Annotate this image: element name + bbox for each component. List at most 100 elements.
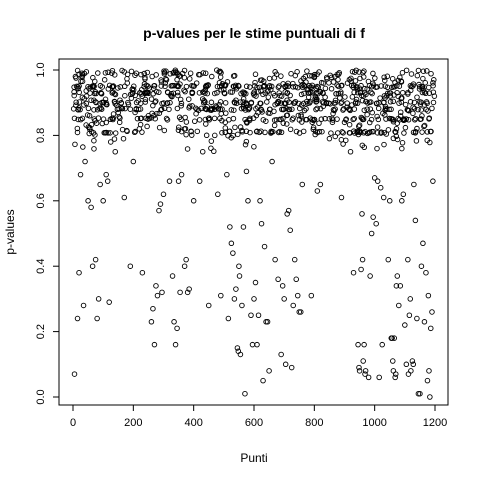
data-point <box>236 83 242 89</box>
data-point <box>377 95 383 101</box>
data-point <box>299 181 306 188</box>
data-point <box>260 91 266 98</box>
data-point <box>111 72 118 78</box>
data-point <box>186 286 192 292</box>
data-point <box>75 116 81 123</box>
data-point <box>361 107 368 113</box>
data-point <box>347 148 354 155</box>
data-point <box>199 148 206 155</box>
data-point <box>340 106 347 112</box>
data-point <box>423 269 429 276</box>
data-point <box>343 137 349 144</box>
data-point <box>241 90 247 97</box>
data-point <box>203 82 210 89</box>
y-axis: 0.0 0.2 0.4 0.6 0.8 1.0 <box>35 62 60 405</box>
data-point <box>204 104 210 110</box>
data-point <box>402 101 409 108</box>
data-point <box>378 83 384 89</box>
data-point <box>122 105 128 112</box>
data-point <box>160 191 167 198</box>
data-point <box>240 224 247 230</box>
data-point <box>178 171 185 178</box>
data-point <box>249 341 256 348</box>
data-point <box>182 125 189 132</box>
data-point <box>145 113 152 119</box>
data-point <box>196 90 203 96</box>
data-point <box>153 283 159 289</box>
data-point <box>88 204 94 211</box>
data-point <box>189 82 195 89</box>
data-point <box>89 263 96 269</box>
data-point <box>287 227 293 233</box>
data-point <box>269 158 275 165</box>
data-point <box>112 148 118 155</box>
x-tick-label: 0 <box>70 417 76 429</box>
data-point <box>271 117 278 123</box>
data-point <box>232 100 238 106</box>
data-point <box>284 112 291 118</box>
data-point <box>231 72 238 79</box>
data-point <box>144 123 150 130</box>
data-point <box>163 76 169 82</box>
data-point <box>127 106 134 112</box>
data-point <box>174 82 181 89</box>
data-point <box>303 106 309 112</box>
data-point <box>237 124 244 130</box>
data-point <box>356 122 363 128</box>
data-point <box>314 105 320 112</box>
data-point <box>376 374 382 381</box>
data-point <box>92 78 98 85</box>
data-point <box>326 100 332 106</box>
data-point <box>393 133 400 140</box>
data-point <box>224 79 231 85</box>
data-point <box>131 129 138 136</box>
data-point <box>131 83 137 90</box>
data-point <box>275 98 281 105</box>
data-point <box>158 79 165 85</box>
data-point <box>109 70 115 76</box>
data-point <box>264 319 271 325</box>
data-point <box>107 116 114 123</box>
data-point <box>221 90 227 96</box>
data-point <box>230 132 236 139</box>
data-point <box>214 89 220 96</box>
data-point <box>134 115 141 122</box>
data-point <box>380 194 387 201</box>
data-point <box>88 129 95 135</box>
data-point <box>227 89 234 95</box>
data-point <box>338 89 344 95</box>
data-point <box>106 82 113 89</box>
data-point <box>298 102 305 108</box>
data-point <box>322 115 328 122</box>
data-point <box>186 96 192 102</box>
x-tick-label: 800 <box>305 417 323 429</box>
data-point <box>289 116 295 123</box>
data-point <box>320 80 327 86</box>
data-point <box>351 89 357 96</box>
data-point <box>223 110 229 116</box>
data-point <box>70 106 77 112</box>
data-point <box>166 106 172 113</box>
data-point <box>410 104 416 110</box>
data-point <box>78 116 84 123</box>
data-point <box>138 91 145 97</box>
data-point <box>341 119 348 126</box>
data-point <box>375 105 382 112</box>
data-point <box>350 84 356 91</box>
data-point <box>316 69 322 75</box>
data-point <box>398 99 405 105</box>
data-point <box>393 283 400 289</box>
data-point <box>130 158 137 165</box>
data-point <box>92 89 99 95</box>
data-point <box>163 77 170 83</box>
data-point <box>420 75 426 82</box>
data-point <box>257 198 263 204</box>
data-point <box>424 68 430 74</box>
data-point <box>148 319 155 325</box>
data-point <box>405 117 412 123</box>
data-point <box>283 105 289 112</box>
data-point <box>103 171 109 178</box>
data-point <box>399 69 406 76</box>
data-point <box>191 118 198 125</box>
